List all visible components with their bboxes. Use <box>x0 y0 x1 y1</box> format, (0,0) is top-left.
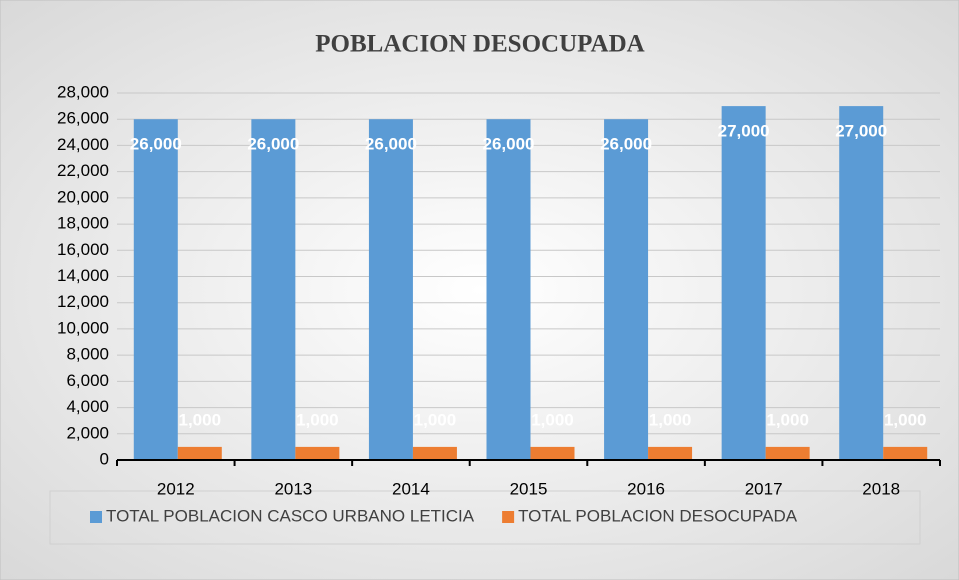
y-tick-label: 12,000 <box>57 292 109 311</box>
y-tick-label: 8,000 <box>66 345 109 364</box>
bar <box>412 446 457 460</box>
data-label: 1,000 <box>649 410 692 429</box>
data-label: 26,000 <box>365 135 417 154</box>
data-label: 26,000 <box>247 135 299 154</box>
data-label: 1,000 <box>884 410 927 429</box>
bar <box>251 119 296 460</box>
y-tick-label: 6,000 <box>66 371 109 390</box>
bar <box>648 446 693 460</box>
y-tick-label: 26,000 <box>57 109 109 128</box>
bar <box>721 106 766 460</box>
x-tick-label: 2015 <box>510 479 548 498</box>
data-label: 1,000 <box>766 410 809 429</box>
y-tick-label: 10,000 <box>57 318 109 337</box>
y-tick-label: 4,000 <box>66 397 109 416</box>
y-tick-label: 20,000 <box>57 187 109 206</box>
legend-swatch <box>90 511 102 523</box>
data-label: 1,000 <box>296 410 339 429</box>
x-tick-label: 2016 <box>627 479 665 498</box>
data-label: 26,000 <box>483 135 535 154</box>
x-tick-label: 2017 <box>745 479 783 498</box>
bar <box>486 119 531 460</box>
y-tick-label: 16,000 <box>57 240 109 259</box>
data-label: 26,000 <box>600 135 652 154</box>
bar <box>765 446 810 460</box>
bar <box>133 119 178 460</box>
bar <box>883 446 928 460</box>
data-label: 27,000 <box>835 122 887 141</box>
x-tick-label: 2012 <box>157 479 195 498</box>
bar <box>530 446 575 460</box>
x-tick-label: 2018 <box>862 479 900 498</box>
data-label: 26,000 <box>130 135 182 154</box>
y-tick-label: 22,000 <box>57 161 109 180</box>
y-tick-label: 0 <box>100 449 109 468</box>
bar <box>177 446 222 460</box>
chart-title: POBLACION DESOCUPADA <box>315 31 644 58</box>
y-tick-label: 14,000 <box>57 266 109 285</box>
y-tick-label: 28,000 <box>57 82 109 101</box>
bar <box>295 446 340 460</box>
y-tick-label: 18,000 <box>57 214 109 233</box>
legend-box <box>49 490 921 545</box>
bar <box>604 119 649 460</box>
y-tick-label: 2,000 <box>66 423 109 442</box>
legend-swatch <box>502 511 515 523</box>
x-tick-label: 2014 <box>392 479 430 498</box>
legend-label: TOTAL POBLACION DESOCUPADA <box>518 506 798 525</box>
x-tick-label: 2013 <box>274 479 312 498</box>
y-tick-label: 24,000 <box>57 135 109 154</box>
bar <box>839 106 884 460</box>
bar <box>368 119 413 460</box>
data-label: 27,000 <box>718 122 770 141</box>
data-label: 1,000 <box>414 410 457 429</box>
data-label: 1,000 <box>179 410 222 429</box>
legend-label: TOTAL POBLACION CASCO URBANO LETICIA <box>106 506 475 525</box>
data-label: 1,000 <box>531 410 574 429</box>
